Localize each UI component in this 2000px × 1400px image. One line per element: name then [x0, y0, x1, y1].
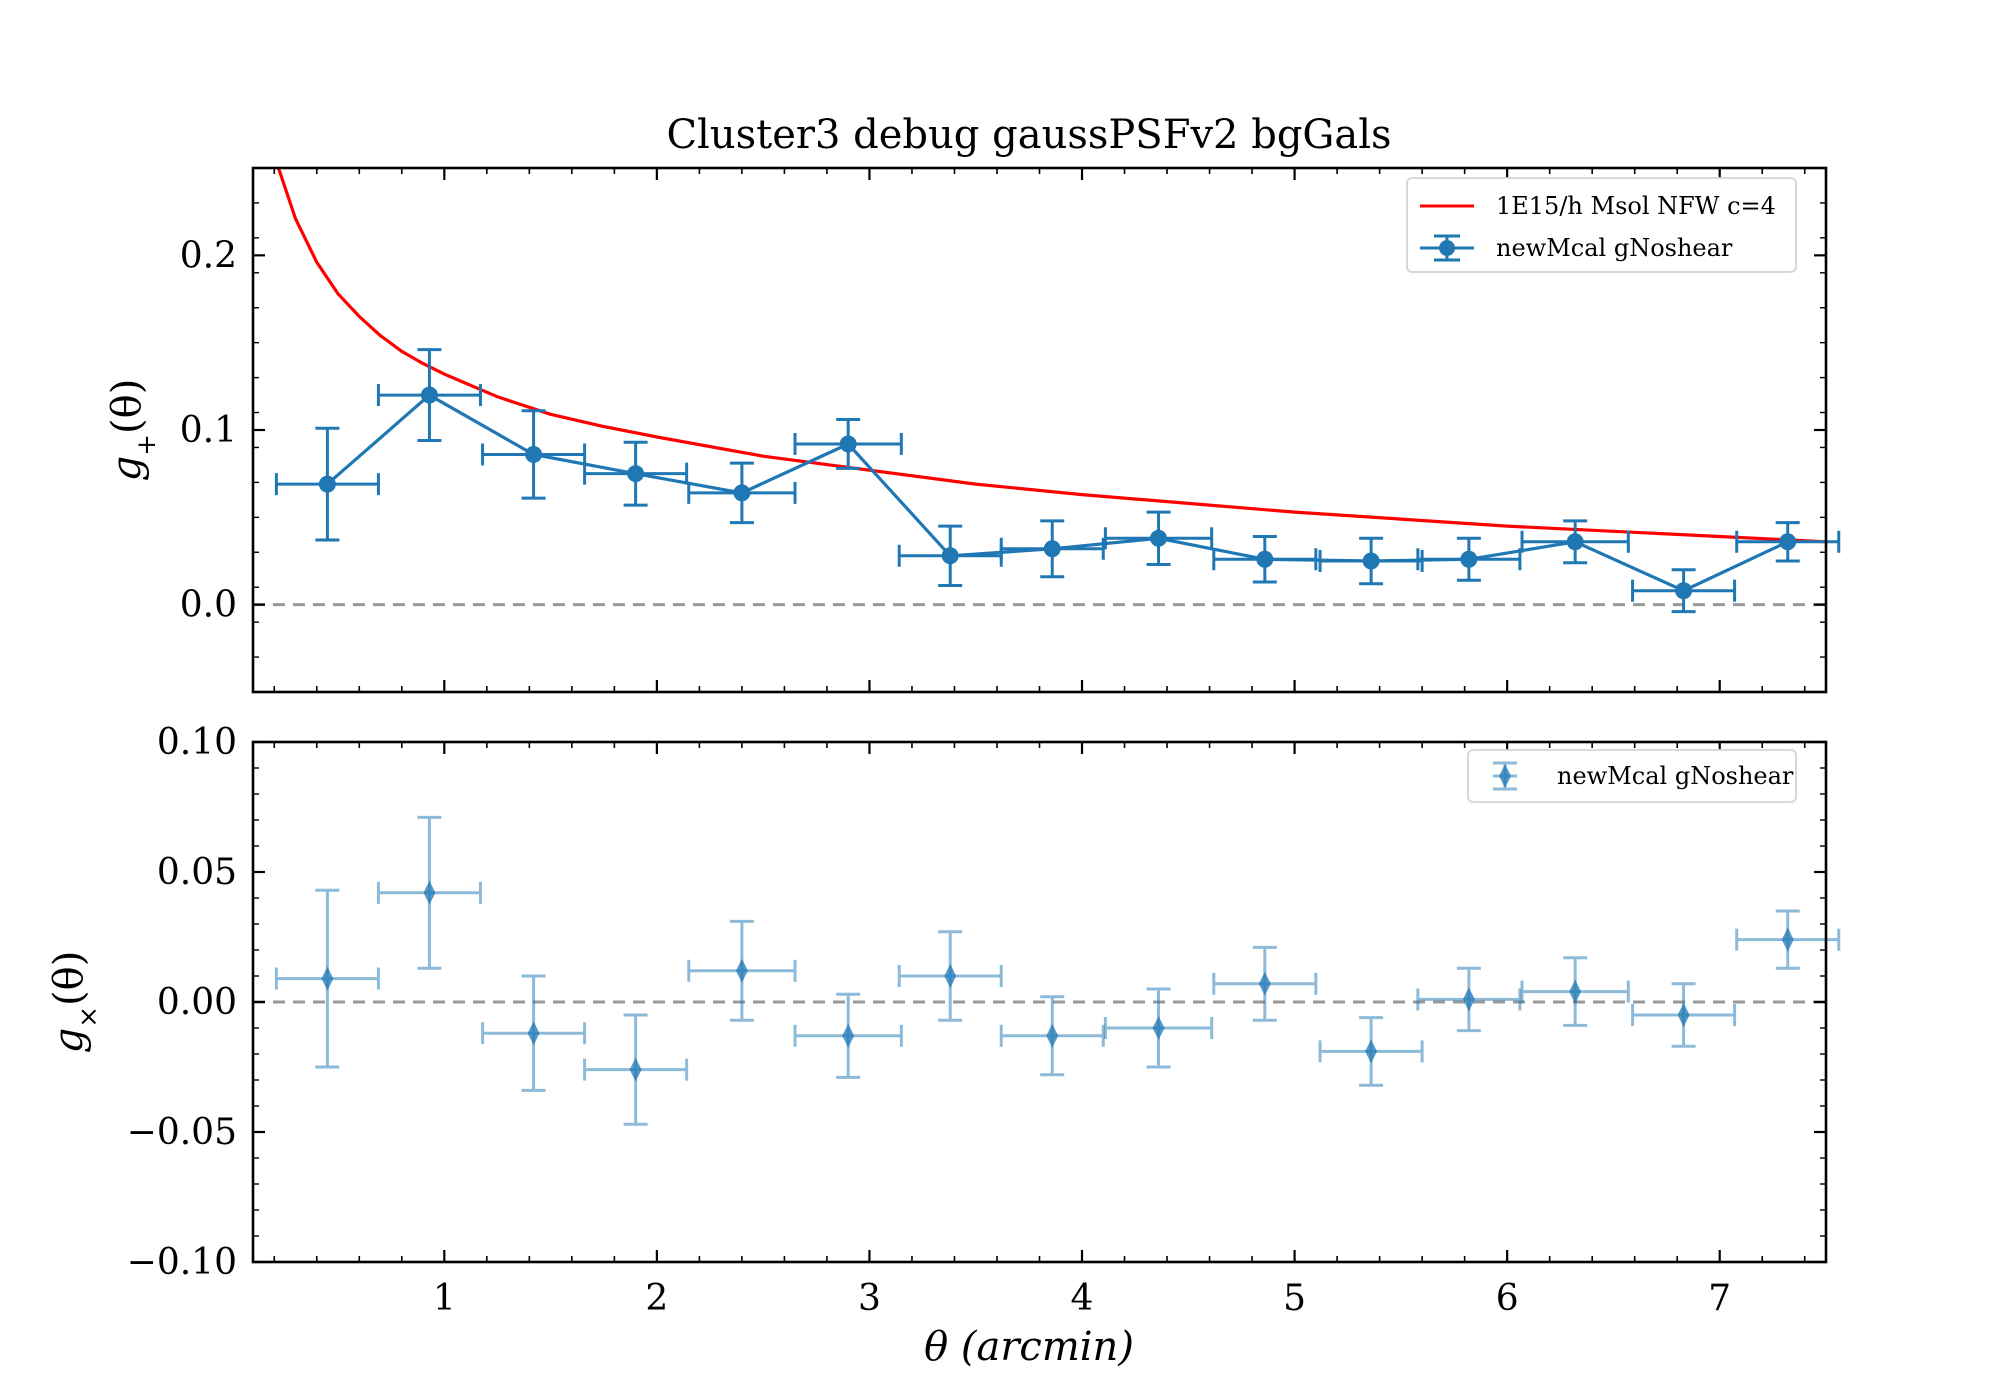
data-point [735, 958, 748, 983]
y-tick-label: 0.2 [180, 235, 237, 276]
data-point [1362, 552, 1380, 570]
data-point [1152, 1016, 1165, 1040]
data-point [1258, 971, 1271, 996]
data-point [1566, 533, 1584, 551]
bottom-legend-box [1467, 749, 1797, 803]
data-point [318, 475, 336, 493]
bottom-series-layer [274, 815, 1841, 1126]
data-point [1569, 979, 1582, 1004]
x-axis-label: θ (arcmin) [924, 1324, 1134, 1370]
data-point [1675, 582, 1693, 600]
bottom-y-axis-label: g×(θ) [46, 951, 104, 1054]
top-legend-series-label: newMcal gNoshear [1496, 234, 1733, 262]
series-group [274, 815, 1841, 1126]
bottom-ylabel-sub: × [74, 1006, 104, 1028]
x-tick-label: 3 [858, 1278, 881, 1319]
data-point [842, 1023, 855, 1048]
top-legend-series-swatch [1420, 234, 1474, 262]
x-tick-label: 2 [645, 1278, 668, 1319]
figure-title: Cluster3 debug gaussPSFv2 bgGals [666, 112, 1391, 158]
data-point [1043, 540, 1061, 558]
data-point [1462, 987, 1475, 1012]
data-point [321, 966, 334, 991]
data-point [1365, 1039, 1378, 1064]
data-point [1460, 550, 1478, 568]
top-model-layer [276, 167, 1827, 544]
x-tick-label: 4 [1071, 1278, 1094, 1319]
data-point [944, 964, 957, 988]
top-panel: 0.0 0.1 0.2 g+(θ) 1E15/h Msol NFW c=4 newM… [104, 166, 1841, 694]
nfw-model-curve [276, 167, 1827, 544]
top-legend: 1E15/h Msol NFW c=4 newMcal gNoshear [1406, 177, 1797, 273]
bottom-ylabel-main: g [46, 1028, 92, 1054]
top-ylabel-main: g [104, 456, 150, 482]
top-legend-model-label: 1E15/h Msol NFW c=4 [1496, 192, 1776, 220]
data-point [1046, 1023, 1059, 1048]
data-point [420, 386, 438, 404]
y-tick-label: 0.05 [157, 852, 237, 893]
series-group [274, 348, 1841, 614]
bottom-legend: newMcal gNoshear [1467, 749, 1797, 803]
data-point [525, 445, 543, 463]
bottom-ylabel-tail: (θ) [46, 951, 92, 1006]
top-axes-frame [251, 166, 1828, 694]
y-tick-label: 0.10 [157, 722, 237, 763]
data-point [627, 465, 645, 483]
y-tick-label: −0.10 [127, 1242, 237, 1283]
bottom-axes-frame [251, 740, 1828, 1264]
top-ylabel-sub: + [132, 434, 162, 456]
data-point [1150, 529, 1168, 547]
data-point [423, 880, 436, 905]
y-tick-label: 0.1 [180, 410, 237, 451]
y-tick-label: −0.05 [127, 1112, 237, 1153]
y-tick-label: 0.00 [157, 982, 237, 1023]
x-tick-label: 5 [1283, 1278, 1306, 1319]
bottom-tick-layer: 1 2 3 4 5 6 7 −0.10 −0.05 0.00 0.05 0.10 [127, 722, 1826, 1319]
errorbar [376, 348, 482, 442]
bottom-legend-series-label: newMcal gNoshear [1557, 762, 1794, 790]
data-point [839, 435, 857, 453]
data-point [1256, 550, 1274, 568]
data-point [1677, 1003, 1690, 1027]
bottom-panel: 1 2 3 4 5 6 7 −0.10 −0.05 0.00 0.05 0.10 g×(θ) newM… [46, 722, 1841, 1319]
top-ylabel-tail: (θ) [104, 379, 150, 434]
data-point [629, 1057, 642, 1082]
x-tick-label: 7 [1708, 1278, 1731, 1319]
top-y-axis-label: g+(θ) [104, 379, 162, 482]
data-point [1779, 533, 1797, 551]
data-point [1781, 927, 1794, 952]
data-point [941, 547, 959, 565]
y-tick-label: 0.0 [180, 585, 237, 626]
x-tick-label: 1 [433, 1278, 456, 1319]
bottom-legend-marker [1499, 764, 1511, 788]
data-point [527, 1021, 540, 1046]
x-tick-label: 6 [1496, 1278, 1519, 1319]
data-point [733, 484, 751, 502]
top-legend-box [1406, 177, 1797, 273]
top-series-layer [274, 348, 1841, 614]
